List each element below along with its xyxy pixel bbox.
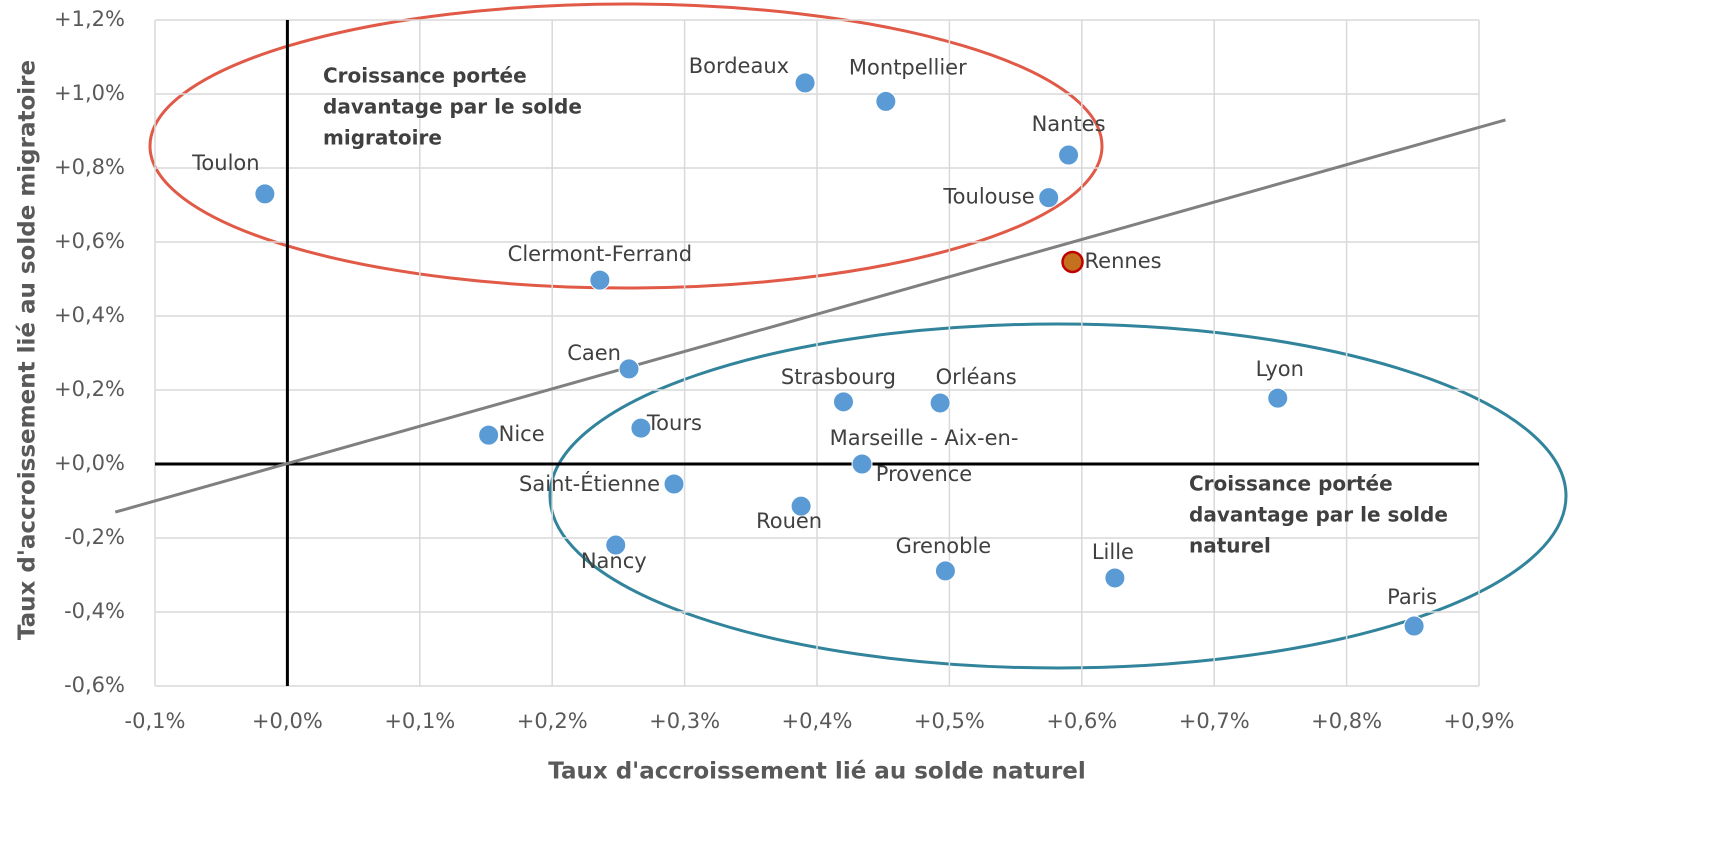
point (875, 90, 897, 112)
point-label: Toulon (191, 151, 259, 175)
annotation-text: migratoire (323, 126, 442, 150)
y-tick-label: -0,6% (64, 673, 125, 697)
x-tick-label: +0,5% (914, 709, 985, 733)
point-label: Marseille - Aix-en- (830, 426, 1019, 450)
point-label: Montpellier (849, 55, 967, 79)
point-label: Rennes (1085, 249, 1162, 273)
x-tick-label: -0,1% (125, 709, 186, 733)
point (929, 392, 951, 414)
point-label: Orléans (936, 365, 1017, 389)
x-tick-label: +0,4% (782, 709, 853, 733)
point-label: Grenoble (896, 534, 992, 558)
point (1061, 250, 1084, 274)
point-label: Nantes (1032, 112, 1106, 136)
x-tick-label: +0,2% (517, 709, 588, 733)
y-tick-label: +0,6% (54, 229, 125, 253)
x-tick-label: +0,3% (649, 709, 720, 733)
y-tick-label: +1,0% (54, 81, 125, 105)
point (605, 534, 627, 556)
annotation-text: Croissance portée (1189, 472, 1393, 496)
point (1038, 187, 1060, 209)
point (1104, 567, 1126, 589)
point (934, 560, 956, 582)
annotation-text: naturel (1189, 534, 1271, 558)
point-label: Paris (1387, 585, 1437, 609)
point-label: Caen (567, 341, 621, 365)
y-tick-label: +0,4% (54, 303, 125, 327)
point (832, 391, 854, 413)
annotation-ellipse (548, 322, 1568, 670)
point (478, 424, 500, 446)
x-tick-label: +0,9% (1444, 709, 1515, 733)
point (851, 453, 873, 475)
y-tick-label: -0,4% (64, 599, 125, 623)
y-tick-label: +0,0% (54, 451, 125, 475)
y-axis-title: Taux d'accroissement lié au solde migrat… (15, 60, 41, 640)
point (630, 417, 652, 439)
point (1267, 387, 1289, 409)
point-label: Lille (1092, 540, 1134, 564)
point (663, 473, 685, 495)
point-label: Nice (499, 422, 545, 446)
point-label: Toulouse (942, 185, 1034, 209)
point (618, 358, 640, 380)
point (1403, 615, 1425, 637)
point-label: Tours (646, 411, 702, 435)
point-label: Clermont-Ferrand (508, 242, 692, 266)
annotation-text: davantage par le solde (1189, 503, 1448, 527)
annotation-text: davantage par le solde (323, 95, 582, 119)
x-tick-label: +0,8% (1311, 709, 1382, 733)
point-label: Strasbourg (781, 365, 896, 389)
point-label: Nancy (581, 549, 647, 573)
point (254, 183, 276, 205)
y-tick-label: -0,2% (64, 525, 125, 549)
point-label: Rouen (756, 509, 822, 533)
point (589, 269, 611, 291)
point-label: Lyon (1256, 357, 1304, 381)
point (790, 495, 812, 517)
point-label: Saint-Étienne (519, 471, 660, 496)
point (794, 72, 816, 94)
point-label: Provence (876, 462, 972, 486)
x-tick-label: +0,1% (384, 709, 455, 733)
y-tick-label: +0,8% (54, 155, 125, 179)
y-tick-label: +1,2% (54, 7, 125, 31)
reference-line (114, 118, 1506, 514)
x-axis-title: Taux d'accroissement lié au solde nature… (548, 759, 1086, 785)
x-tick-label: +0,7% (1179, 709, 1250, 733)
point (1058, 144, 1080, 166)
y-tick-label: +0,2% (54, 377, 125, 401)
annotation-ellipse (148, 2, 1104, 290)
x-tick-label: +0,6% (1046, 709, 1117, 733)
point-label: Bordeaux (689, 54, 789, 78)
annotation-text: Croissance portée (323, 64, 527, 88)
x-tick-label: +0,0% (252, 709, 323, 733)
